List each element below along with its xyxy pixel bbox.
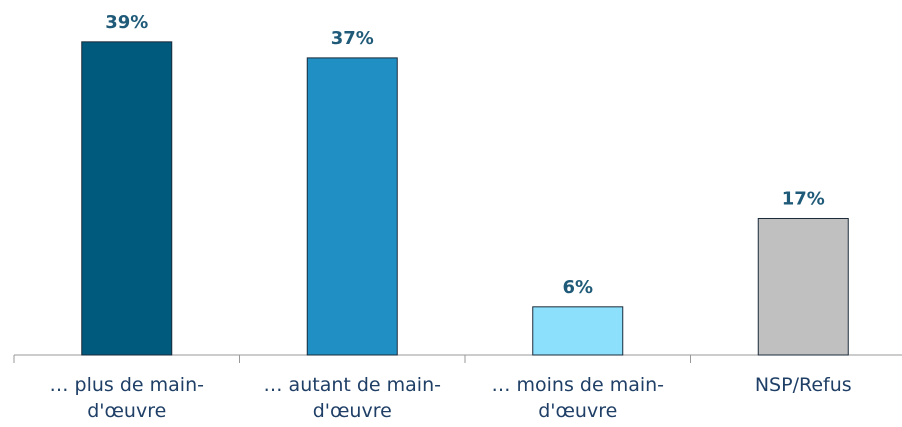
x-tick-label: … autant de main-d'œuvre [263,374,441,422]
value-label: 37% [331,28,374,49]
value-label: 6% [562,277,593,298]
x-tick-label: … moins de main-d'œuvre [491,374,665,422]
bar [81,41,173,356]
x-tick-label: … plus de main-d'œuvre [49,374,204,422]
bar [757,217,849,356]
bar [306,57,398,356]
bar [532,306,624,356]
value-label: 39% [105,12,148,33]
value-label: 17% [782,188,825,209]
x-tick-label: NSP/Refus [754,374,852,396]
